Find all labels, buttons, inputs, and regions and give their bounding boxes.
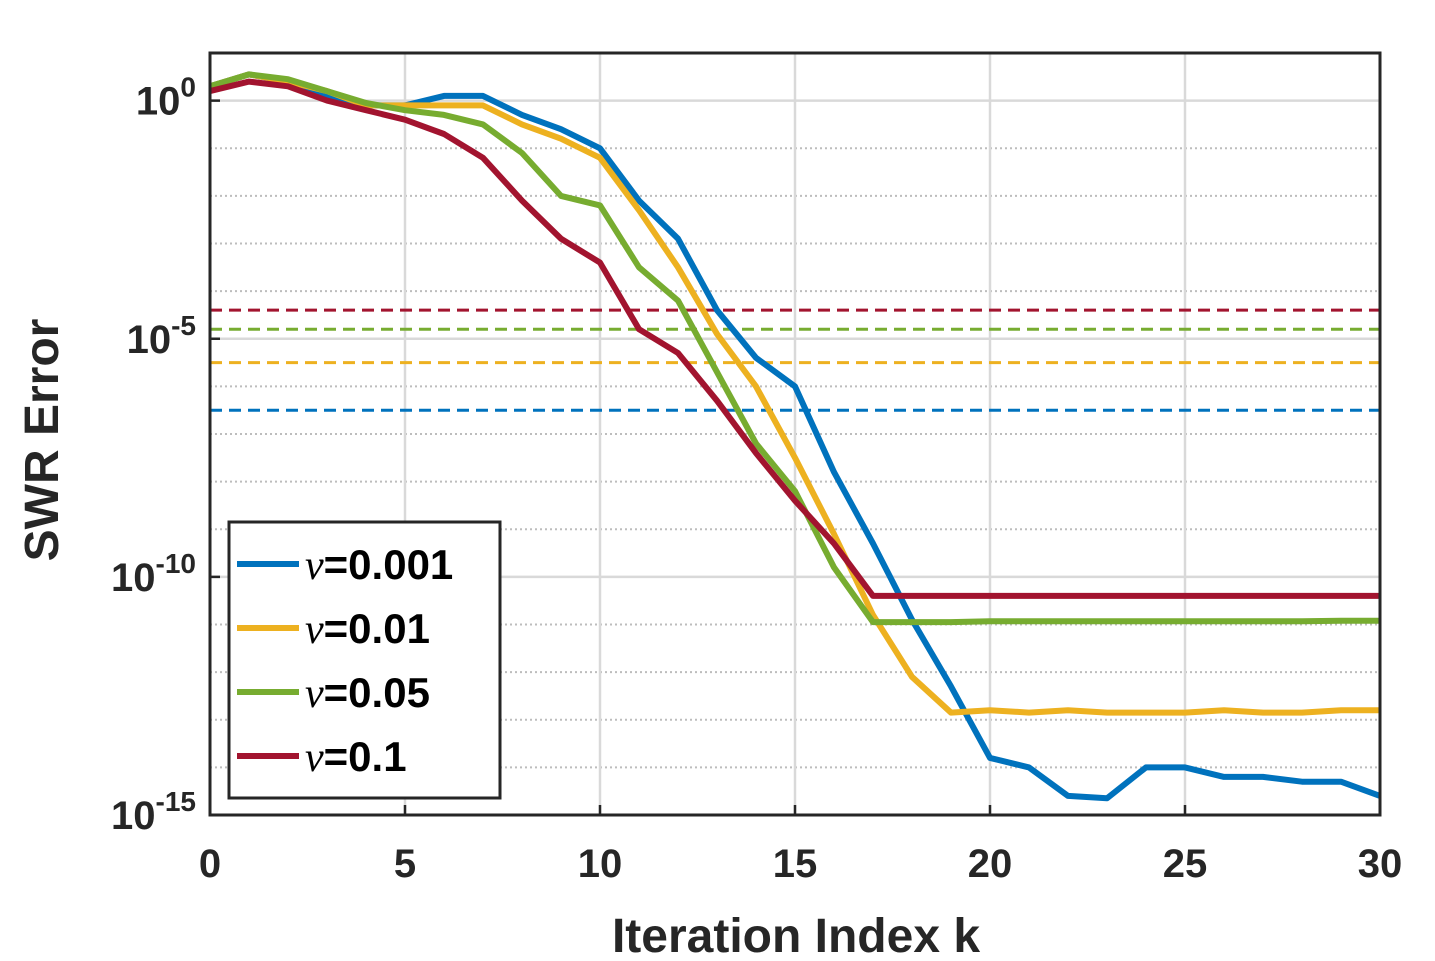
- x-tick-label: 0: [199, 842, 221, 886]
- legend-label: ν=0.001: [305, 541, 453, 589]
- legend-box: [227, 520, 502, 800]
- x-tick-label: 25: [1163, 842, 1208, 886]
- x-tick-label: 20: [968, 842, 1013, 886]
- y-axis-label: SWR Error: [16, 319, 69, 562]
- y-ticks: 100 10-5 10-10 10-15: [111, 72, 220, 838]
- legend-label: ν=0.01: [305, 605, 430, 653]
- x-ticks: 0 5 10 15 20 25 30: [199, 805, 1402, 886]
- y-tick-label: 100: [136, 72, 196, 124]
- legend-label: ν=0.1: [305, 733, 407, 781]
- y-tick-label: 10-10: [111, 548, 196, 600]
- series-lines: [209, 71, 1382, 802]
- x-tick-label: 30: [1358, 842, 1403, 886]
- legend-label: ν=0.05: [305, 669, 430, 717]
- x-tick-label: 10: [578, 842, 623, 886]
- series-line: [209, 71, 1380, 716]
- threshold-lines: [210, 308, 1380, 412]
- y-tick-label: 10-5: [127, 310, 196, 362]
- legend: ν=0.001 ν=0.01 ν=0.05 ν=0.1: [227, 520, 502, 800]
- x-tick-label: 15: [773, 842, 818, 886]
- y-tick-label: 10-15: [111, 786, 196, 838]
- x-axis-label: Iteration Index k: [612, 910, 980, 961]
- series-line: [209, 71, 1380, 626]
- x-tick-label: 5: [394, 842, 416, 886]
- series-line: [209, 78, 1380, 599]
